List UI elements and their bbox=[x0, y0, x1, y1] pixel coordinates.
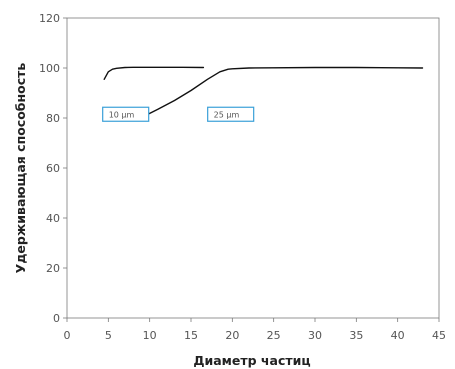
annotation-label: 10 µm bbox=[109, 110, 135, 119]
x-tick-label: 40 bbox=[391, 329, 405, 342]
x-tick-label: 30 bbox=[308, 329, 322, 342]
y-tick-label: 0 bbox=[53, 312, 60, 325]
x-tick-label: 0 bbox=[64, 329, 71, 342]
y-axis-ticks: 0 20 40 60 80 100 120 bbox=[39, 12, 67, 325]
y-tick-label: 40 bbox=[46, 212, 60, 225]
series-1-line bbox=[103, 66, 205, 80]
annotation-label: 25 µm bbox=[214, 110, 240, 119]
annotation-frame bbox=[207, 106, 255, 122]
x-tick-label: 25 bbox=[267, 329, 281, 342]
y-tick-label: 120 bbox=[39, 12, 60, 25]
x-axis-ticks: 0 5 10 15 20 25 30 35 40 45 bbox=[64, 318, 446, 342]
annotation-box: 10 µm bbox=[102, 106, 150, 122]
x-tick-label: 45 bbox=[432, 329, 446, 342]
x-tick-label: 35 bbox=[349, 329, 363, 342]
x-tick-label: 5 bbox=[105, 329, 112, 342]
x-tick-label: 15 bbox=[184, 329, 198, 342]
y-axis-title: Удерживающая способность bbox=[13, 63, 28, 274]
x-tick-label: 10 bbox=[143, 329, 157, 342]
y-tick-label: 20 bbox=[46, 262, 60, 275]
annotation-frame bbox=[102, 106, 150, 122]
annotation-box: 25 µm bbox=[207, 106, 255, 122]
y-tick-label: 60 bbox=[46, 162, 60, 175]
y-tick-label: 100 bbox=[39, 62, 60, 75]
series-2-line bbox=[144, 66, 424, 117]
x-axis-title: Диаметр частиц bbox=[193, 353, 310, 368]
plot-border bbox=[66, 17, 440, 319]
series-layer bbox=[103, 66, 424, 117]
y-tick-label: 80 bbox=[46, 112, 60, 125]
annotation-layer: 10 µm 25 µm bbox=[102, 106, 255, 122]
plot-area-frame bbox=[66, 17, 440, 319]
x-tick-label: 20 bbox=[225, 329, 239, 342]
